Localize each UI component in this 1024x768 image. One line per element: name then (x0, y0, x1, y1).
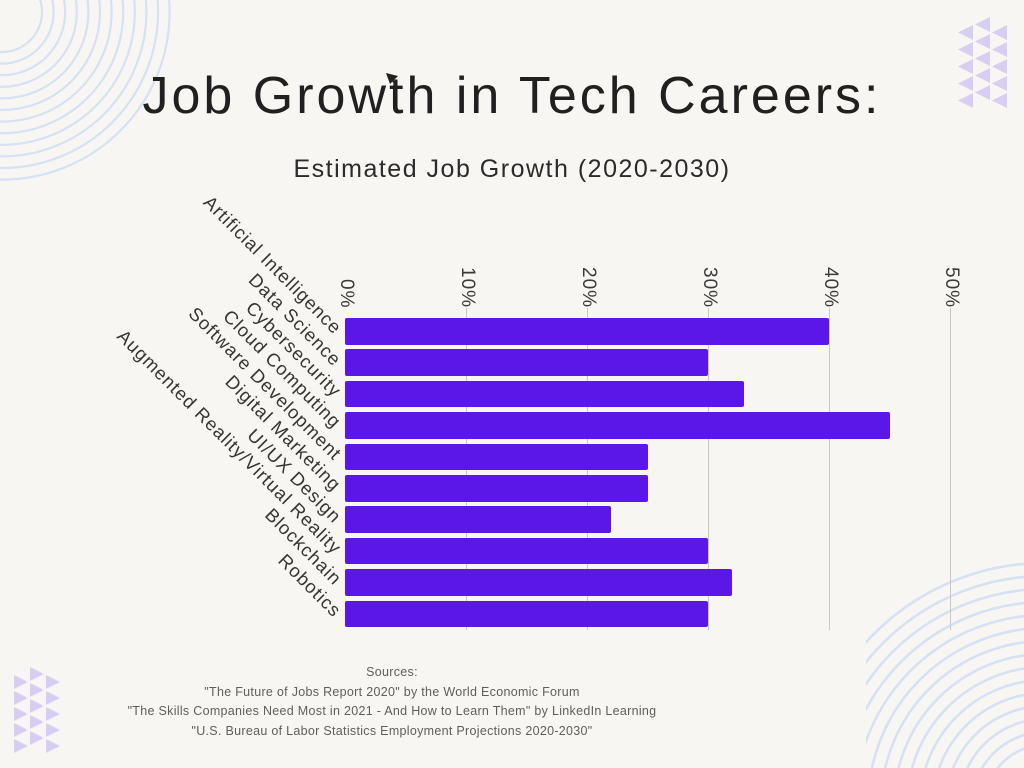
sources-title: Sources: (366, 665, 418, 679)
cursor-arrow-icon (386, 73, 398, 88)
x-axis-tick-50%: 50% (941, 266, 962, 308)
source-line: "U.S. Bureau of Labor Statistics Employm… (191, 723, 593, 738)
gridline-30% (708, 308, 709, 630)
bar-cybersecurity (345, 380, 745, 408)
x-axis-tick-10%: 10% (457, 266, 478, 308)
x-axis-tick-40%: 40% (820, 266, 841, 308)
bar-artificial-intelligence (345, 318, 829, 345)
source-line: "The Skills Companies Need Most in 2021 … (127, 704, 657, 718)
bar-augmented-reality-virtual-reality (345, 537, 708, 565)
chart-subtitle: Estimated Job Growth (2020-2030) (293, 155, 731, 183)
x-axis-tick-0%: 0% (336, 278, 357, 308)
sources-block: Sources: "The Future of Jobs Report 2020… (0, 663, 784, 741)
bar-robotics (345, 600, 708, 628)
bar-data-science (345, 349, 708, 376)
bar-cloud-computing (345, 412, 890, 439)
x-axis-tick-30%: 30% (699, 266, 720, 308)
gridline-50% (950, 308, 951, 630)
page-title: Job Growth in Tech Careers: (142, 67, 882, 125)
bar-blockchain (345, 569, 733, 596)
bar-software-development (345, 443, 648, 471)
x-axis-tick-20%: 20% (578, 266, 599, 308)
gridline-40% (829, 308, 830, 630)
bar-ui-ux-design (345, 506, 612, 533)
source-line: "The Future of Jobs Report 2020" by the … (204, 684, 580, 699)
bar-digital-marketing (345, 475, 648, 502)
